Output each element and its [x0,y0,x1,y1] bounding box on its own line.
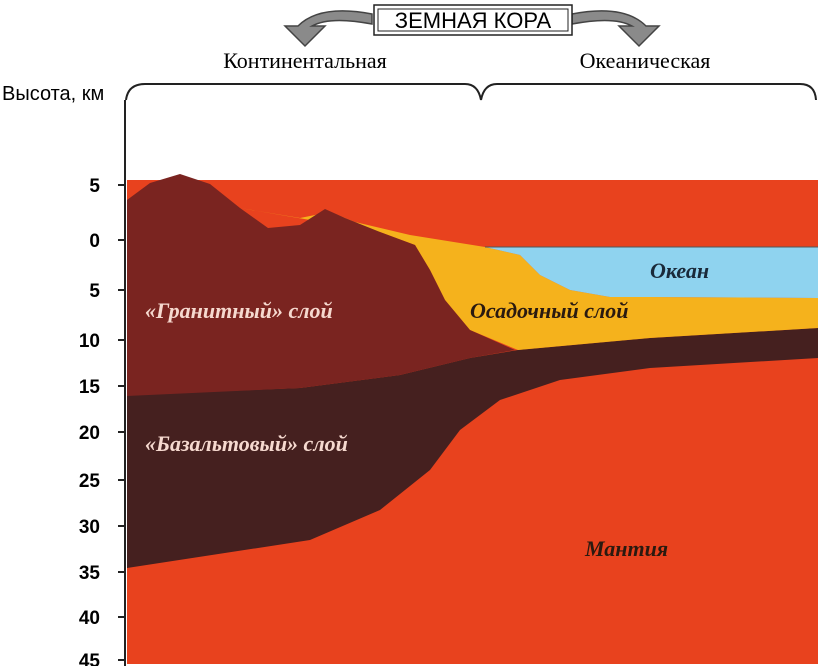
ocean-layer [485,247,818,298]
tick-label: 10 [79,331,100,352]
continental-label: Континентальная [223,48,387,73]
sediment-layer [240,208,818,350]
tick-label: 25 [79,471,101,492]
title: ЗЕМНАЯ КОРА [395,8,552,33]
tick-label: 30 [79,517,100,538]
left-arrow [283,10,373,48]
title-box [373,4,573,36]
basalt-label: «Базальтовый» слой [145,431,348,456]
ocean-label: Океан [650,258,709,283]
tick-label: 20 [79,423,100,444]
basalt-layer [127,328,818,568]
tick-label: 0 [89,231,100,252]
tick-label: 5 [89,176,100,197]
tick-label: 15 [79,377,101,398]
granite-layer [127,174,515,396]
axis-label: Высота, км [2,83,104,105]
tick-label: 35 [79,563,101,584]
right-arrow [571,10,661,48]
tick-label: 45 [79,651,101,666]
oceanic-label: Океаническая [580,48,711,73]
tick-label: 40 [79,608,100,629]
mantle-label: Мантия [584,536,668,561]
granite-label: «Гранитный» слой [145,298,333,323]
brace [125,83,817,101]
ticks: 5 0 5 10 15 20 25 30 35 40 45 [79,176,125,666]
sediment-label: Осадочный слой [470,298,628,323]
title-box-inner [377,8,569,32]
tick-label: 5 [89,281,100,302]
